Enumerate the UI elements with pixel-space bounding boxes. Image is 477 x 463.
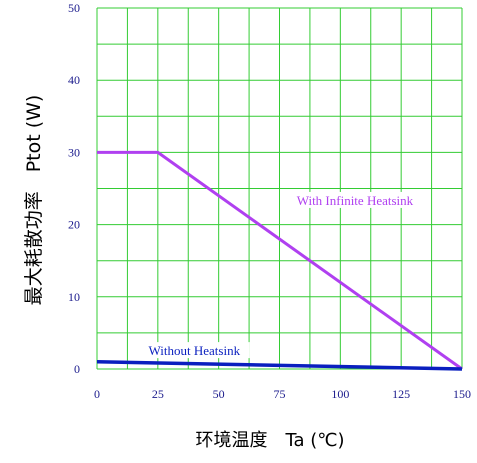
- annotation-background: [139, 342, 250, 359]
- x-tick-label: 75: [274, 387, 286, 401]
- annotation-background: [280, 191, 430, 208]
- x-tick-label: 25: [152, 387, 164, 401]
- y-tick-label: 30: [68, 145, 80, 159]
- series-line-without-heatsink: [96, 360, 463, 371]
- x-tick-label: 150: [453, 387, 471, 401]
- annotation-label: Without Heatsink: [149, 343, 241, 358]
- tick-labels: 0 25 50 75 100 125 150 0 10 20 30 40 50: [68, 1, 471, 401]
- x-axis-label: 环境温度 Ta (℃): [195, 430, 344, 451]
- x-tick-label: 50: [213, 387, 225, 401]
- annotation-label: With Infinite Heatsink: [297, 193, 414, 208]
- grid: [96, 7, 463, 370]
- annotations: With Infinite Heatsink Without Heatsink: [139, 191, 430, 359]
- x-tick-label: 125: [392, 387, 410, 401]
- x-tick-label: 100: [331, 387, 349, 401]
- y-axis-label: 最大耗散功率 Ptot (W): [23, 95, 45, 306]
- series-lines: [96, 150, 463, 371]
- y-tick-label: 50: [68, 1, 80, 15]
- y-tick-label: 20: [68, 218, 80, 232]
- y-tick-label: 40: [68, 73, 80, 87]
- y-tick-label: 10: [68, 290, 80, 304]
- y-tick-label: 0: [74, 362, 80, 376]
- x-tick-label: 0: [94, 387, 100, 401]
- series-line-with-infinite-heatsink: [97, 150, 463, 371]
